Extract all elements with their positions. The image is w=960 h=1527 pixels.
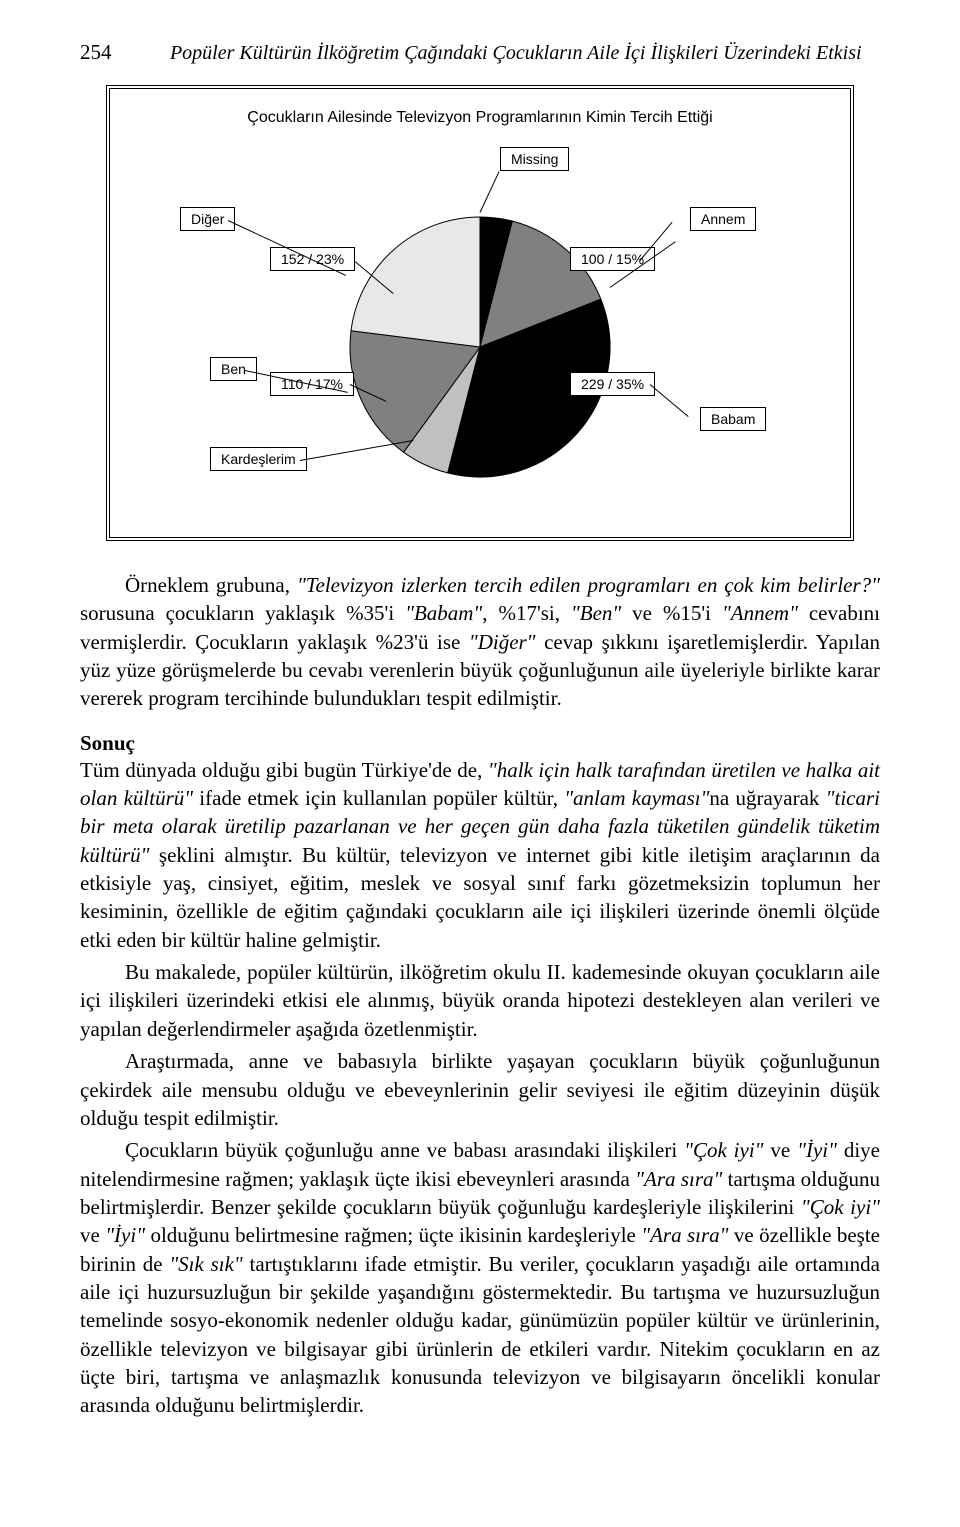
p2-text-d: "anlam kayması" [564, 786, 709, 810]
p5-text-k: olduğunu belirtmesine rağmen; üçte ikisi… [145, 1223, 641, 1247]
p1-text-d: "Babam" [405, 601, 482, 625]
paragraph-2: Tüm dünyada olduğu gibi bugün Türkiye'de… [80, 756, 880, 954]
p2-text-c: ifade etmek için kullanılan popüler kült… [193, 786, 564, 810]
paragraph-3: Bu makalede, popüler kültürün, ilköğreti… [80, 958, 880, 1043]
p5-text-h: "Çok iyi" [801, 1195, 880, 1219]
page-header: 254 Popüler Kültürün İlköğretim Çağındak… [80, 40, 880, 65]
page-number: 254 [80, 40, 112, 65]
p2-text-e: na uğrayarak [709, 786, 825, 810]
p5-text-j: "İyi" [105, 1223, 145, 1247]
p1-text-c: sorusuna çocukların yaklaşık %35'i [80, 601, 405, 625]
p5-text-f: "Ara sıra" [635, 1167, 722, 1191]
label-missing: Missing [500, 147, 569, 171]
p1-text-e: , %17'si, [482, 601, 571, 625]
p1-text-j: "Diğer" [469, 630, 536, 654]
p5-text-o: tartıştıklarını ifade etmiştir. Bu veril… [80, 1252, 880, 1418]
p1-text-h: "Annem" [722, 601, 798, 625]
label-ben: Ben [210, 357, 257, 381]
p1-text-b: "Televizyon izlerken tercih edilen progr… [297, 573, 880, 597]
label-annem: Annem [690, 207, 756, 231]
p5-text-i: ve [80, 1223, 105, 1247]
p1-text-g: ve %15'i [621, 601, 722, 625]
p5-text-d: "İyi" [797, 1138, 837, 1162]
running-title: Popüler Kültürün İlköğretim Çağındaki Ço… [152, 42, 881, 65]
p2-text-g: şeklini almıştır. Bu kültür, televizyon … [80, 843, 880, 952]
p2-text-a: Tüm dünyada olduğu gibi bugün Türkiye'de… [80, 758, 488, 782]
section-head-sonuc: Sonuç [80, 731, 880, 756]
value-babam: 229 / 35% [570, 372, 655, 396]
figure-container: Çocukların Ailesinde Televizyon Programl… [106, 85, 854, 541]
leader-babam [650, 384, 689, 417]
paragraph-5: Çocukların büyük çoğunluğu anne ve babas… [80, 1136, 880, 1419]
figure-title: Çocukların Ailesinde Televizyon Programl… [140, 109, 820, 127]
p5-text-a: Çocukların büyük çoğunluğu anne ve babas… [125, 1138, 684, 1162]
label-diger: Diğer [180, 207, 235, 231]
paragraph-1: Örneklem grubuna, "Televizyon izlerken t… [80, 571, 880, 713]
p5-text-n: "Sık sık" [169, 1252, 242, 1276]
paragraph-4: Araştırmada, anne ve babasıyla birlikte … [80, 1047, 880, 1132]
value-annem: 100 / 15% [570, 247, 655, 271]
label-babam: Babam [700, 407, 766, 431]
p5-text-c: ve [764, 1138, 798, 1162]
label-kardeslerim: Kardeşlerim [210, 447, 307, 471]
p5-text-b: "Çok iyi" [684, 1138, 763, 1162]
p1-text-f: "Ben" [571, 601, 621, 625]
pie-slice-diger [351, 217, 480, 347]
pie-chart: Missing Annem Babam Kardeşlerim Ben Diğe… [170, 147, 790, 507]
p5-text-l: "Ara sıra" [641, 1223, 728, 1247]
p1-text-a: Örneklem grubuna, [125, 573, 297, 597]
